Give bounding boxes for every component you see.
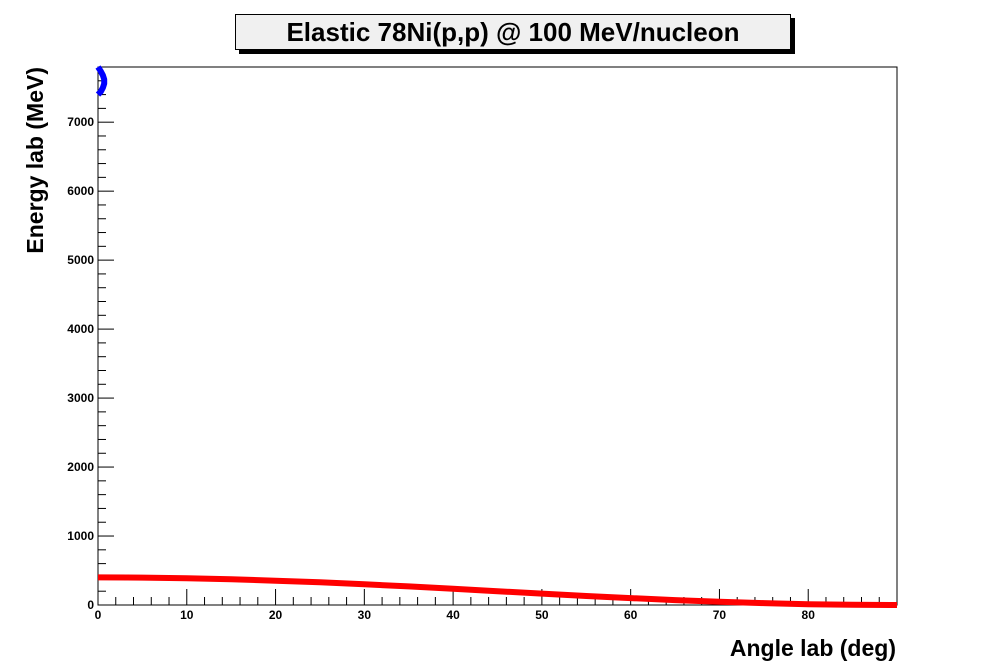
series-line-1 (95, 65, 108, 97)
y-tick-label: 0 (87, 598, 94, 612)
plot-frame (97, 66, 898, 606)
x-tick-label: 0 (95, 608, 102, 622)
y-tick-label: 5000 (67, 253, 94, 267)
series-line-0 (97, 574, 898, 608)
y-axis: 0 1000 2000 3000 4000 5000 6000 7000 (67, 66, 114, 612)
x-tick-label: 70 (713, 608, 727, 622)
x-axis: 0 10 20 30 40 50 60 70 80 (95, 589, 898, 622)
y-tick-label: 6000 (67, 184, 94, 198)
series-layer (95, 65, 898, 608)
x-tick-label: 40 (446, 608, 460, 622)
x-tick-label: 60 (624, 608, 638, 622)
x-tick-label: 10 (180, 608, 194, 622)
y-tick-label: 3000 (67, 391, 94, 405)
x-tick-label: 20 (269, 608, 283, 622)
y-tick-label: 1000 (67, 529, 94, 543)
y-tick-label: 2000 (67, 460, 94, 474)
y-tick-label: 4000 (67, 322, 94, 336)
x-tick-label: 80 (802, 608, 816, 622)
x-tick-label: 50 (535, 608, 549, 622)
y-axis-title: Energy lab (MeV) (22, 67, 48, 254)
x-tick-label: 30 (358, 608, 372, 622)
x-axis-title: Angle lab (deg) (730, 635, 896, 661)
y-tick-label: 7000 (67, 115, 94, 129)
chart-title: Elastic 78Ni(p,p) @ 100 MeV/nucleon (235, 14, 791, 50)
